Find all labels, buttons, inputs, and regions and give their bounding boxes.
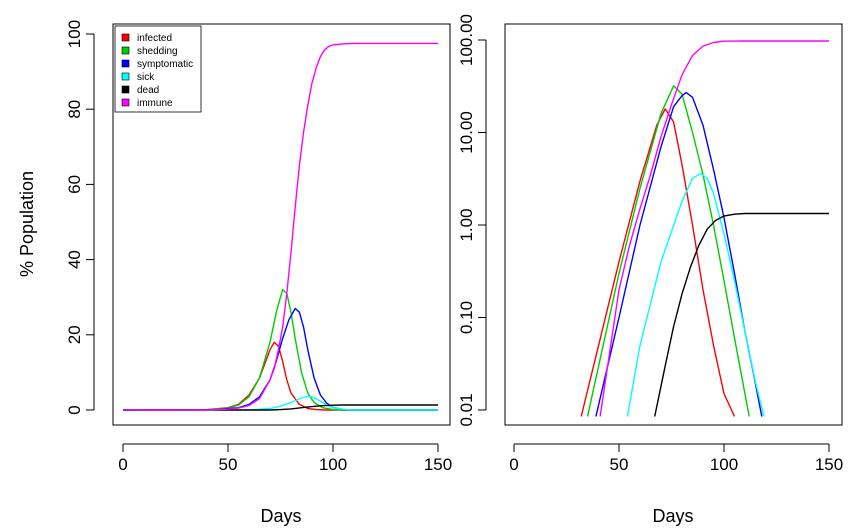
left-series-dead — [123, 404, 438, 411]
left-x-tick-label: 100 — [319, 455, 347, 474]
legend-label-shedding: shedding — [137, 46, 178, 57]
right-chart: 0 50 100 150 0.01 0.10 1.00 10.00 100.00 Days — [457, 14, 843, 526]
right-series-shedding — [586, 85, 750, 417]
right-y-tick-label: 1.00 — [457, 208, 476, 241]
left-y-axis: 0 20 40 60 80 100 — [65, 20, 95, 415]
right-y-tick-label: 0.01 — [457, 393, 476, 426]
left-x-tick-label: 50 — [219, 455, 238, 474]
left-y-tick-label: 80 — [65, 100, 84, 119]
right-y-tick-label: 10.00 — [457, 111, 476, 154]
left-x-axis: 0 50 100 150 — [118, 443, 452, 474]
legend-label-symptomatic: symptomatic — [137, 59, 193, 70]
left-y-tick-label: 0 — [65, 405, 84, 414]
left-series-immune — [123, 42, 438, 411]
legend-swatch-symptomatic — [121, 59, 130, 68]
right-series-sick — [626, 172, 765, 417]
legend-label-sick: sick — [137, 72, 155, 83]
legend-swatch-infected — [121, 33, 130, 42]
right-plot-frame — [504, 23, 843, 426]
legend-label-infected: infected — [137, 33, 172, 44]
right-x-axis-title: Days — [652, 506, 693, 526]
right-series-immune — [599, 40, 829, 417]
legend-swatch-immune — [121, 98, 130, 107]
legend-label-dead: dead — [137, 85, 159, 96]
left-y-tick-label: 20 — [65, 325, 84, 344]
right-x-tick-label: 100 — [710, 455, 738, 474]
left-x-tick-label: 150 — [424, 455, 452, 474]
legend-box — [114, 25, 202, 113]
left-plot-frame — [112, 23, 451, 426]
left-x-axis-title: Days — [260, 506, 301, 526]
right-series-infected — [580, 108, 736, 417]
legend-entries: infected shedding symptomatic sick dead immun… — [121, 33, 193, 109]
left-y-tick-label: 60 — [65, 175, 84, 194]
left-series-sick — [122, 395, 438, 411]
legend: infected shedding symptomatic sick dead immun… — [114, 25, 202, 113]
right-x-axis: 0 50 100 150 — [509, 443, 843, 474]
left-y-tick-label: 100 — [65, 20, 84, 48]
legend-label-immune: immune — [137, 98, 173, 109]
left-chart: 0 50 100 150 0 20 40 60 80 100 Days % Population… — [17, 20, 452, 526]
left-y-tick-label: 40 — [65, 250, 84, 269]
right-x-tick-label: 150 — [815, 455, 843, 474]
legend-swatch-dead — [121, 85, 130, 94]
right-series-lines — [580, 40, 829, 417]
legend-swatch-sick — [121, 72, 130, 81]
left-y-axis-title: % Population — [17, 171, 37, 277]
right-y-axis: 0.01 0.10 1.00 10.00 100.00 — [457, 14, 487, 427]
left-series-lines — [122, 42, 438, 411]
right-x-tick-label: 50 — [610, 455, 629, 474]
left-x-tick-label: 0 — [118, 455, 127, 474]
right-x-tick-label: 0 — [509, 455, 518, 474]
right-y-tick-label: 100.00 — [457, 14, 476, 66]
right-series-dead — [654, 212, 829, 417]
right-y-tick-label: 0.10 — [457, 301, 476, 334]
legend-swatch-shedding — [121, 46, 130, 55]
